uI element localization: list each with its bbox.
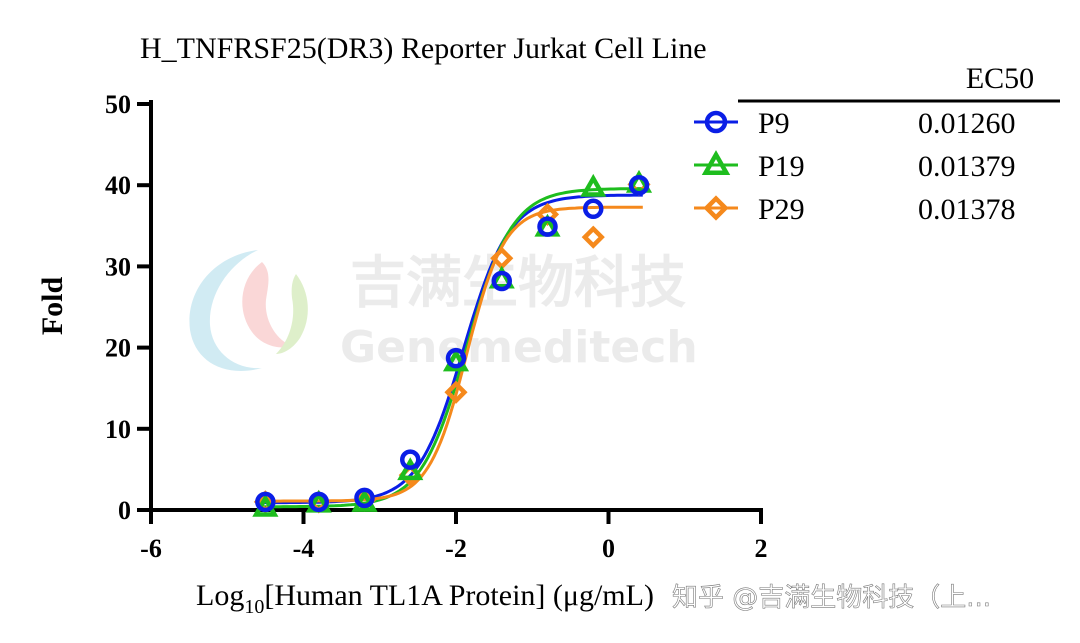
x-axis-label-prefix: Log — [196, 579, 244, 612]
legend-series-name: P19 — [758, 150, 805, 183]
legend-series-ec50: 0.01378 — [918, 193, 1016, 226]
data-point-p19 — [397, 457, 424, 481]
data-point-p29 — [444, 380, 468, 404]
x-tick-label: 0 — [602, 534, 615, 563]
x-tick-label: -4 — [293, 534, 315, 563]
legend-marker-p9 — [704, 110, 728, 134]
watermark: 吉满生物科技 Genemeditech — [189, 250, 698, 373]
legend-rows: P9 0.01260 P19 0.01379 P29 0.01378 — [694, 107, 1016, 226]
data-point-p9 — [354, 487, 375, 509]
watermark-company-cn: 吉满生物科技 — [350, 251, 686, 316]
data-point-p19 — [580, 173, 607, 197]
y-tick-label: 50 — [105, 90, 131, 119]
legend-series-ec50: 0.01379 — [918, 150, 1016, 183]
data-point-p9 — [628, 174, 650, 196]
data-point-p9 — [400, 449, 421, 470]
legend-marker-p19 — [701, 150, 731, 176]
data-point-p9 — [537, 216, 558, 237]
x-axis-label-subscript: 10 — [244, 596, 264, 618]
y-tick-label: 40 — [105, 171, 131, 200]
x-tick-label: -2 — [445, 534, 467, 563]
data-point-p9 — [308, 491, 329, 513]
data-point-p9 — [445, 347, 467, 369]
data-point-p9 — [255, 491, 276, 513]
y-tick-label: 20 — [105, 334, 131, 363]
data-point-p29 — [535, 202, 560, 227]
x-tick-label: 2 — [755, 534, 768, 563]
data-points — [252, 169, 653, 517]
legend-series-name: P9 — [758, 107, 790, 140]
chart-title: H_TNFRSF25(DR3) Reporter Jurkat Cell Lin… — [140, 32, 707, 65]
data-point-p29 — [581, 225, 605, 249]
legend-series-ec50: 0.01260 — [918, 107, 1016, 140]
watermark-logo-icon — [189, 250, 308, 371]
data-point-p9 — [583, 198, 604, 219]
footer-credit: 知乎 @吉满生物科技（上... — [672, 583, 991, 613]
data-point-p9 — [491, 270, 512, 292]
legend-marker-p29 — [703, 195, 729, 221]
data-point-p19 — [488, 265, 515, 289]
legend-header-ec50: EC50 — [966, 62, 1034, 95]
y-tick-label: 10 — [105, 415, 131, 444]
x-axis-label: Log10[Human TL1A Protein] (μg/mL) — [196, 579, 654, 618]
legend: EC50 P9 0.01260 P19 0.01379 P29 0.01378 — [694, 62, 1060, 226]
legend-series-name: P29 — [758, 193, 805, 226]
x-tick-label: -6 — [140, 534, 162, 563]
data-point-p19 — [625, 169, 653, 193]
watermark-company-en: Genemeditech — [340, 322, 698, 373]
y-axis-label: Fold — [36, 277, 69, 336]
data-point-p19 — [442, 348, 470, 372]
axis-ticks: 0 10 20 30 40 50 -6 -4 -2 0 2 — [105, 90, 768, 563]
x-axis-label-rest: [Human TL1A Protein] (μg/mL) — [264, 579, 654, 612]
y-tick-label: 30 — [105, 252, 131, 281]
y-tick-label: 0 — [118, 496, 131, 525]
